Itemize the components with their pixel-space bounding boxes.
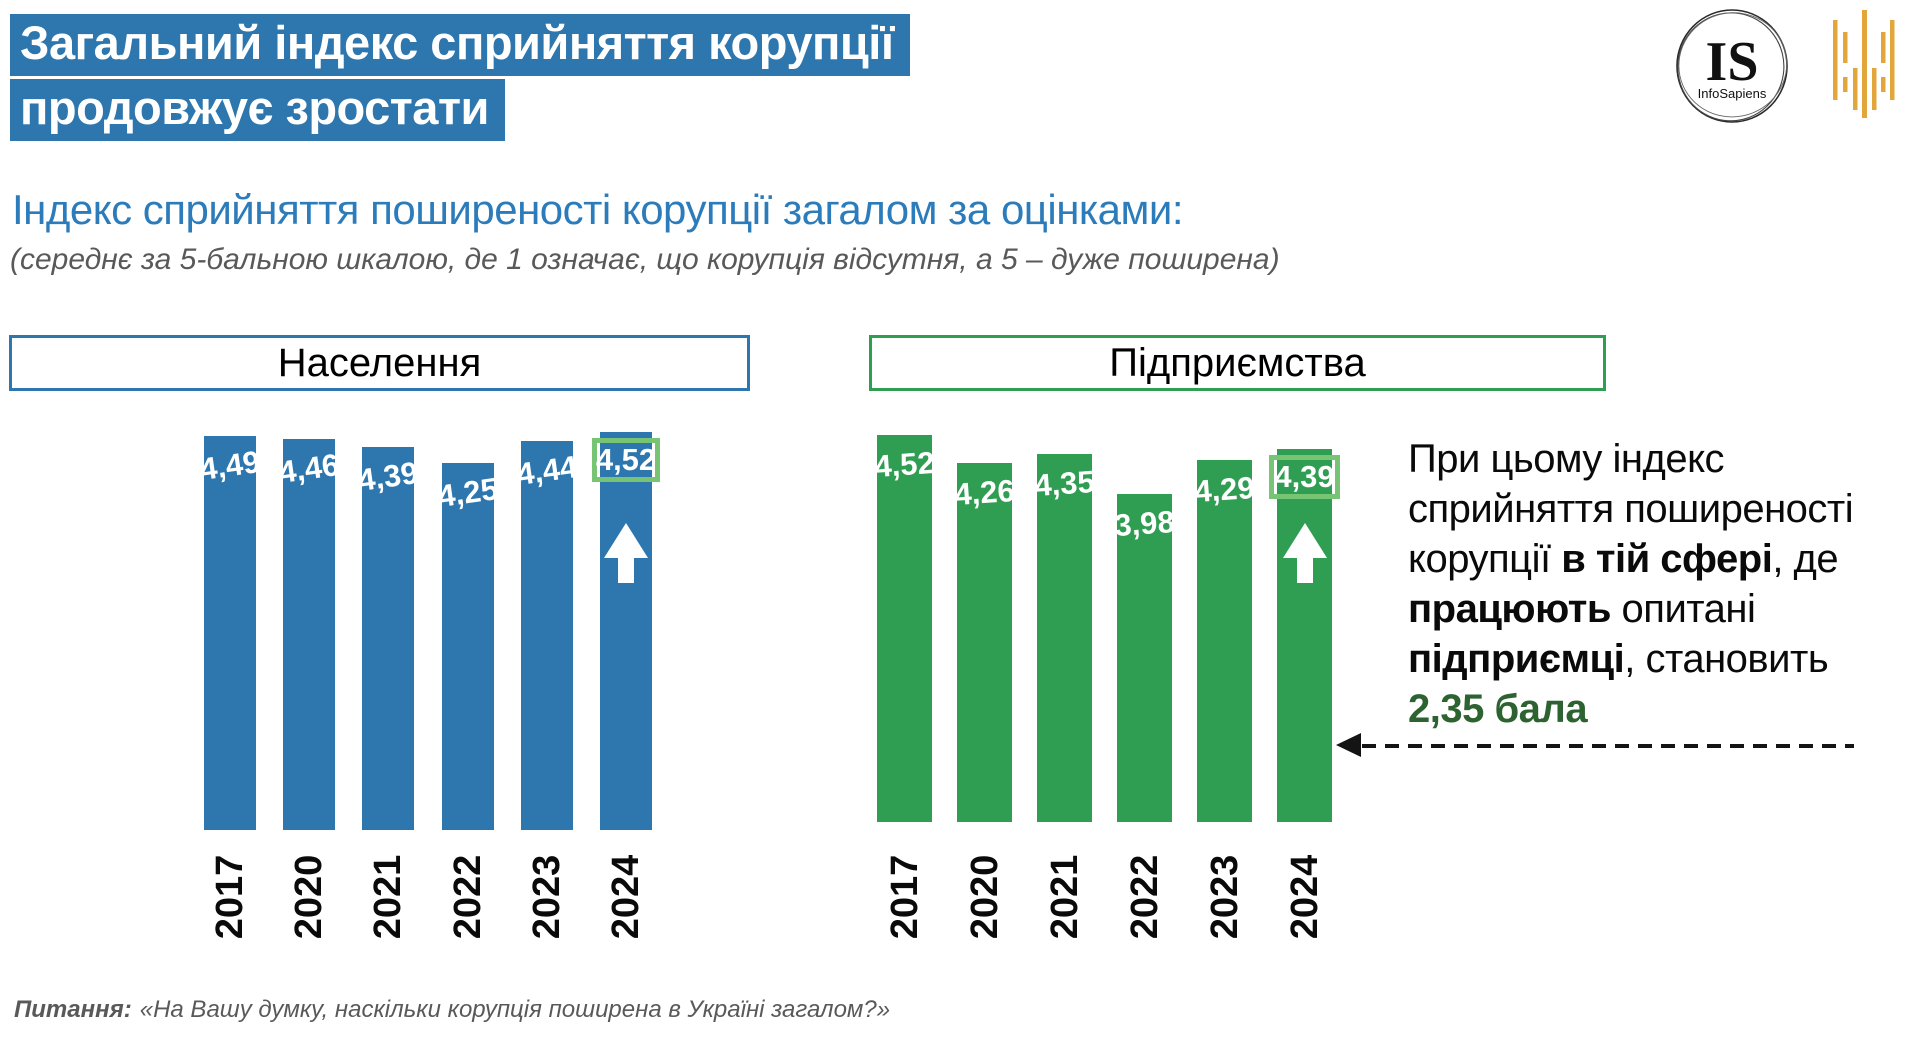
- bar-2020: [957, 463, 1012, 822]
- subtitle: Індекс сприйняття поширеності корупції з…: [12, 186, 1184, 233]
- infosapiens-logo: IS InfoSapiens: [1672, 6, 1792, 131]
- highlight-value-box: 4,39: [1269, 455, 1340, 500]
- category-label-2023: 2023: [1203, 854, 1246, 940]
- annotation-segment: 2,35 бала: [1408, 687, 1588, 731]
- bar-2021: [1037, 453, 1092, 822]
- bar-2022: [1117, 494, 1172, 822]
- bar-2020: [283, 439, 336, 830]
- bar-value-label: 4,35: [1033, 463, 1096, 503]
- annotation-segment: , становить: [1624, 637, 1829, 681]
- bar-2023: [520, 441, 573, 830]
- category-label-2017: 2017: [883, 854, 926, 940]
- category-label-2022: 2022: [1123, 854, 1166, 940]
- up-arrow-stem: [1296, 558, 1313, 583]
- annotation-segment: в тій сфері: [1561, 537, 1773, 581]
- bar-2023: [1197, 460, 1252, 822]
- annotation-text: При цьому індекс сприйняття поширеності …: [1408, 434, 1920, 734]
- category-label-2017: 2017: [209, 854, 251, 940]
- category-label-2022: 2022: [446, 854, 489, 940]
- category-label-2021: 2021: [367, 854, 410, 940]
- bar-value-label: 4,39: [1274, 459, 1335, 495]
- question-label: Питання:: [14, 996, 132, 1023]
- bar-value-label: 4,52: [873, 444, 936, 484]
- bar-value-label: 4,44: [514, 449, 580, 493]
- bar-value-label: 4,29: [1193, 470, 1256, 510]
- up-arrow-icon: [1282, 523, 1327, 558]
- question-note: Питання: «На Вашу думку, наскільки корупц…: [14, 996, 890, 1024]
- trident-logo-icon: [1832, 8, 1896, 127]
- bar-value-label: 3,98: [1113, 504, 1176, 544]
- category-label-2021: 2021: [1043, 854, 1086, 940]
- infosapiens-name: InfoSapiens: [1698, 86, 1767, 101]
- bar-value-label: 4,52: [595, 442, 657, 478]
- chart-header-enterprises-label: Підприємства: [1109, 340, 1366, 385]
- dashed-connector-arrowhead-icon: [1336, 733, 1361, 757]
- category-label-2024: 2024: [1283, 854, 1326, 940]
- annotation-segment: підприємці: [1408, 637, 1625, 681]
- subtitle-note: (середнє за 5-бальною шкалою, де 1 означ…: [10, 243, 1280, 276]
- annotation-segment: працюють: [1408, 587, 1611, 631]
- annotation-segment: , де: [1772, 537, 1839, 581]
- category-label-2020: 2020: [288, 854, 331, 940]
- infosapiens-logo-icon: IS InfoSapiens: [1676, 9, 1788, 123]
- bar-2024: [1277, 449, 1332, 822]
- question-text: «На Вашу думку, наскільки корупція пошир…: [139, 996, 891, 1023]
- annotation-segment: При цьому індекс сприйняття поширеності …: [1408, 437, 1854, 581]
- category-label-2020: 2020: [963, 854, 1006, 940]
- chart-header-enterprises: Підприємства: [869, 335, 1606, 391]
- category-label-2023: 2023: [525, 854, 568, 940]
- highlight-value-box: 4,52: [592, 438, 660, 483]
- bar-2021: [362, 446, 415, 830]
- annotation-segment: опитані: [1621, 587, 1756, 631]
- chart-header-population: Населення: [9, 335, 750, 391]
- up-arrow-icon: [604, 523, 648, 558]
- page-title: Загальний індекс сприйняття корупції про…: [10, 14, 910, 144]
- bar-2024: [600, 432, 652, 830]
- bar-value-label: 4,26: [953, 473, 1016, 513]
- title-line-2: продовжує зростати: [10, 78, 505, 141]
- bar-value-label: 4,46: [276, 446, 342, 491]
- category-label-2024: 2024: [605, 854, 647, 940]
- bar-value-label: 4,39: [356, 454, 421, 498]
- bar-2022: [441, 462, 494, 830]
- bar-value-label: 4,49: [197, 443, 263, 487]
- bar-value-label: 4,25: [435, 470, 500, 514]
- up-arrow-stem: [618, 558, 634, 583]
- chart-header-population-label: Населення: [277, 340, 482, 385]
- bar-2017: [877, 434, 932, 822]
- dashed-connector-line: [1362, 744, 1854, 748]
- infosapiens-initials: IS: [1706, 31, 1759, 93]
- title-line-1: Загальний індекс сприйняття корупції: [10, 14, 910, 76]
- bar-2017: [204, 435, 256, 830]
